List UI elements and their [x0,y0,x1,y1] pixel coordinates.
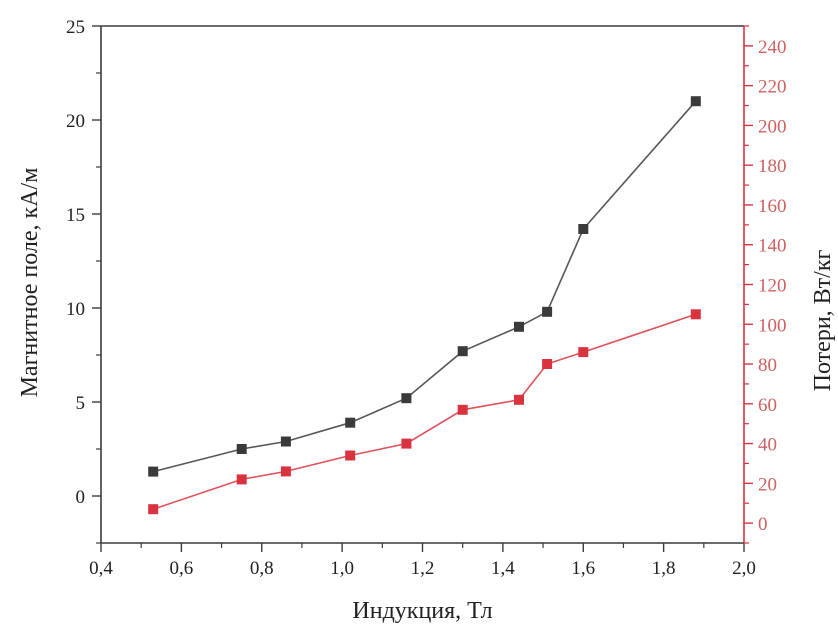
data-point-left [578,224,589,234]
y-right-tick-label: 80 [758,355,777,376]
data-point-right [514,394,524,405]
data-point-right [542,359,553,369]
y-axis-left-label: Магнитное поле, кА/м [17,168,43,398]
y-left-tick-label: 25 [66,17,85,38]
y-right-tick-label: 40 [758,435,777,456]
data-point-right [457,404,468,415]
y-right-tick-label: 200 [758,116,787,137]
y-left-tick-label: 0 [76,487,86,508]
series-lines [152,100,697,510]
data-point-left [457,346,468,357]
x-tick-label: 2,0 [732,558,756,579]
plot-frame [100,25,745,544]
x-tick-label: 0,6 [170,558,194,579]
data-point-right [280,466,291,477]
series-line-right [152,313,697,510]
data-point-right [401,438,412,449]
y-right-tick-label: 120 [758,276,787,297]
axis-ticks: 0,4 0,6 0,8 1,0 1,2 1,4 1,6 1,8 2,0 0 5 10 15 20 25 0 20… [66,17,787,579]
data-point-right [236,474,247,485]
data-point-left [280,436,291,447]
x-tick-label: 1,4 [491,558,515,579]
y-left-tick-label: 5 [76,393,86,414]
x-tick-label: 1,6 [571,558,595,579]
data-point-left [514,321,524,332]
x-tick-label: 0,4 [89,558,113,579]
data-point-left [148,466,159,477]
y-right-tick-label: 240 [758,37,787,58]
data-point-left [690,96,701,107]
x-tick-label: 1,0 [330,558,354,579]
series-markers [148,96,701,515]
y-right-tick-label: 180 [758,156,787,177]
data-point-right [578,347,589,358]
data-point-left [236,444,247,454]
data-point-left [345,417,356,428]
x-axis-label: Индукция, Тл [352,598,492,624]
y-right-tick-label: 220 [758,77,787,98]
y-left-tick-label: 15 [66,205,85,226]
y-right-tick-label: 140 [758,236,787,257]
data-point-right [345,450,356,461]
x-tick-label: 0,8 [250,558,274,579]
data-point-right [690,309,701,320]
y-right-tick-label: 160 [758,196,787,217]
data-point-right [148,504,159,515]
y-left-tick-label: 10 [66,299,85,320]
x-tick-label: 1,2 [411,558,435,579]
y-right-tick-label: 0 [758,514,768,535]
y-right-tick-label: 20 [758,474,777,495]
data-point-left [542,306,553,317]
series-line-left [153,100,697,473]
y-right-tick-label: 100 [758,315,787,336]
y-left-tick-label: 20 [66,111,85,132]
x-tick-label: 1,8 [652,558,676,579]
data-point-left [401,393,412,404]
y-right-tick-label: 60 [758,395,777,416]
y-axis-right-label: Потери, Вт/кг [810,250,836,392]
